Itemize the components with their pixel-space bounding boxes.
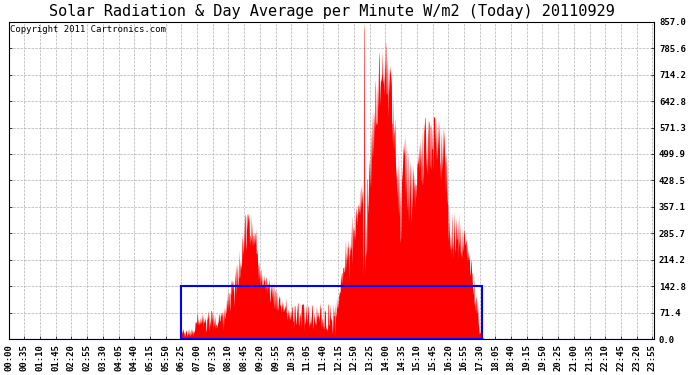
Text: Copyright 2011 Cartronics.com: Copyright 2011 Cartronics.com [10,25,166,34]
Bar [181,286,482,339]
Title: Solar Radiation & Day Average per Minute W/m2 (Today) 20110929: Solar Radiation & Day Average per Minute… [48,4,614,19]
